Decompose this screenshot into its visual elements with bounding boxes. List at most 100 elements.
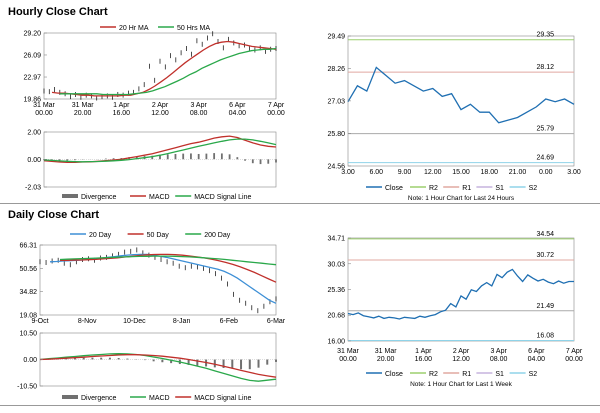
daily-price-x-tick: 8-Jan [173, 318, 191, 325]
daily-price-legend-label: 20 Day [89, 232, 112, 239]
section-divider-bottom [0, 405, 600, 406]
hourly-pivot-level-label: 24.69 [536, 155, 554, 162]
daily-pivot-x-tick: 3 Apr [490, 348, 507, 355]
hourly-pivot-x-tick: 18.00 [480, 169, 498, 176]
hourly-pivot-legend-label: Close [385, 185, 403, 192]
daily-macd-y-tick: 0.00 [23, 357, 37, 364]
hourly-price-series-20-hr-ma [51, 40, 277, 97]
hourly-pivot-x-tick: 15.00 [452, 169, 470, 176]
daily-pivot-x-tick: 1 Apr [415, 348, 432, 355]
hourly-pivot-x-tick: 12.00 [424, 169, 442, 176]
hourly-price-frame [43, 32, 277, 100]
hourly-price-x-tick: 16.00 [113, 110, 131, 117]
daily-price-frame [39, 244, 277, 316]
hourly-pivot-x-tick: 0.00 [539, 169, 553, 176]
hourly-pivot-x-tick: 6.00 [369, 169, 383, 176]
hourly-pivot-y-tick: 25.80 [327, 131, 345, 138]
daily-pivot-legend-label: Close [385, 371, 403, 378]
hourly-pivot-level-label: 29.35 [536, 32, 554, 39]
daily-pivot-legend-label: S1 [495, 371, 504, 378]
daily-pivot-x-tick: 12.00 [452, 356, 470, 363]
hourly-price-x-tick: 1 Apr [113, 102, 130, 109]
daily-macd-legend-swatch [62, 395, 78, 399]
daily-price-x-tick: 6-Mar [267, 318, 286, 325]
hourly-price-x-tick: 12.00 [151, 110, 169, 117]
hourly-price-x-tick: 2 Apr [152, 102, 169, 109]
daily-pivot-series-close [347, 268, 574, 320]
daily-pivot-y-tick: 30.03 [327, 261, 345, 268]
daily-macd-legend-label: MACD [149, 395, 170, 402]
hourly-macd-legend-label: MACD Signal Line [194, 194, 251, 201]
daily-price-x-tick: 8-Nov [78, 318, 97, 325]
hourly-price-y-tick: 22.97 [23, 75, 41, 82]
hourly-macd-legend-label: MACD [149, 194, 170, 201]
daily-pivot-x-tick: 00.00 [565, 356, 583, 363]
daily-pivot-x-tick: 6 Apr [528, 348, 545, 355]
hourly-price-y-tick: 29.20 [23, 31, 41, 38]
daily-pivot-x-tick: 2 Apr [453, 348, 470, 355]
hourly-section-title: Hourly Close Chart [8, 6, 108, 18]
daily-pivot-x-tick: 7 Apr [566, 348, 583, 355]
hourly-macd-y-tick: 0.00 [27, 157, 41, 164]
daily-price-legend-label: 200 Day [204, 232, 231, 239]
hourly-pivot-level-label: 25.79 [536, 126, 554, 133]
hourly-pivot-x-tick: 21.00 [509, 169, 527, 176]
daily-price-y-tick: 34.82 [19, 289, 37, 296]
daily-price-y-tick: 66.31 [19, 243, 37, 250]
hourly-macd-legend-label: Divergence [81, 194, 117, 201]
daily-pivot-y-tick: 25.36 [327, 287, 345, 294]
hourly-pivot-note: Note: 1 Hour Chart for Last 24 Hours [408, 195, 515, 202]
hourly-macd-legend-swatch [62, 194, 78, 198]
hourly-macd-y-tick: 2.00 [27, 130, 41, 137]
daily-price-y-tick: 19.08 [19, 313, 37, 320]
daily-macd-y-tick: -10.50 [17, 384, 37, 391]
hourly-price-x-tick: 00.00 [35, 110, 53, 117]
hourly-pivot-y-tick: 27.03 [327, 98, 345, 105]
section-divider-top [0, 203, 600, 204]
hourly-price-x-tick: 6 Apr [229, 102, 246, 109]
hourly-price-series-50-hrs-ma [60, 47, 277, 96]
hourly-pivot-level-label: 28.12 [536, 64, 554, 71]
hourly-pivot-y-tick: 24.56 [327, 164, 345, 171]
hourly-pivot-legend-label: R1 [462, 185, 471, 192]
hourly-pivot-x-tick: 9.00 [398, 169, 412, 176]
hourly-price-x-tick: 31 Mar [33, 102, 55, 109]
hourly-pivot-y-tick: 29.49 [327, 34, 345, 41]
hourly-price-x-tick: 20.00 [74, 110, 92, 117]
daily-pivot-y-tick: 20.68 [327, 313, 345, 320]
daily-pivot-legend-label: R2 [429, 371, 438, 378]
hourly-pivot-legend-label: S1 [495, 185, 504, 192]
hourly-pivot-x-tick: 3.00 [567, 169, 581, 176]
daily-pivot-x-tick: 20.00 [377, 356, 395, 363]
daily-pivot-x-tick: 00.00 [339, 356, 357, 363]
daily-price-series-50-day [60, 253, 277, 283]
hourly-price-x-tick: 3 Apr [190, 102, 207, 109]
hourly-macd-y-tick: -2.03 [25, 185, 41, 192]
daily-pivot-legend-label: R1 [462, 371, 471, 378]
daily-macd-legend-label: Divergence [81, 395, 117, 402]
hourly-price-x-tick: 31 Mar [72, 102, 94, 109]
hourly-pivot-y-tick: 28.26 [327, 66, 345, 73]
hourly-price-x-tick: 7 Apr [268, 102, 285, 109]
daily-price-y-tick: 50.56 [19, 266, 37, 273]
daily-pivot-x-tick: 31 Mar [337, 348, 359, 355]
hourly-price-y-tick: 26.09 [23, 52, 41, 59]
daily-macd-y-tick: 10.50 [19, 331, 37, 338]
hourly-pivot-legend-label: R2 [429, 185, 438, 192]
hourly-price-y-tick: 19.86 [23, 97, 41, 104]
daily-price-x-tick: 9-Oct [31, 318, 48, 325]
daily-price-legend-label: 50 Day [147, 232, 170, 239]
daily-pivot-note: Note: 1 Hour Chart for Last 1 Week [410, 381, 513, 388]
daily-pivot-level-label: 30.72 [536, 252, 554, 259]
hourly-pivot-frame [347, 35, 575, 167]
daily-pivot-x-tick: 04.00 [528, 356, 546, 363]
daily-macd-series-macd [39, 353, 277, 382]
daily-macd-legend-label: MACD Signal Line [194, 395, 251, 402]
hourly-macd-series-macd-signal-line [43, 138, 277, 163]
hourly-pivot-series-close [347, 66, 575, 124]
daily-price-x-tick: 10-Dec [123, 318, 146, 325]
daily-pivot-level-label: 34.54 [536, 231, 554, 238]
daily-macd-series-macd-signal-line [39, 354, 277, 378]
daily-pivot-legend-label: S2 [529, 371, 538, 378]
